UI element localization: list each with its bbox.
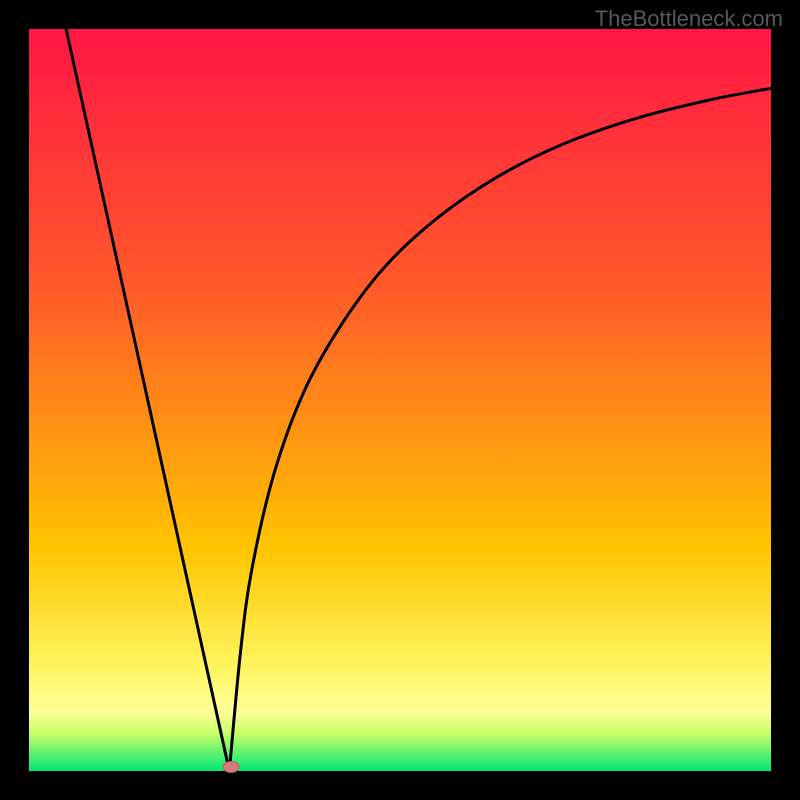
curve-svg <box>29 29 771 771</box>
chart-container: TheBottleneck.com <box>0 0 800 800</box>
bottleneck-curve <box>66 29 771 771</box>
minimum-marker <box>222 761 239 773</box>
plot-area <box>29 29 771 771</box>
